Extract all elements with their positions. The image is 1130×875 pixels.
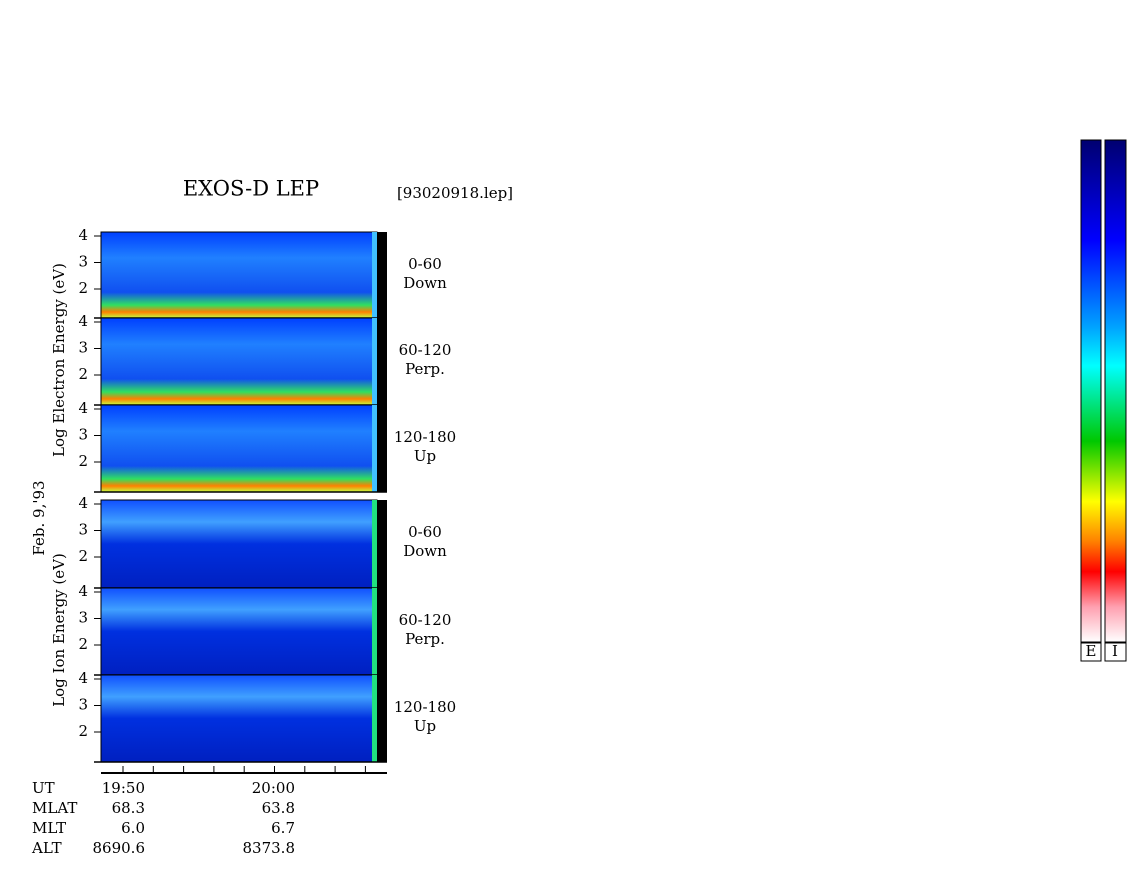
y-tick-label: 2 (78, 279, 88, 297)
data-gap (377, 405, 387, 492)
y-tick-label: 4 (78, 399, 88, 417)
direction: Down (403, 542, 447, 560)
panels: 4320-60Down43260-120Perp.432120-180Up432… (78, 226, 456, 763)
y-tick-label: 2 (78, 722, 88, 740)
orbit-value: 68.3 (112, 799, 145, 817)
y-tick-label: 2 (78, 452, 88, 470)
data-gap (377, 675, 387, 762)
direction: Perp. (405, 360, 445, 378)
y-tick-label: 2 (78, 547, 88, 565)
y-tick-label: 4 (78, 226, 88, 244)
spectrogram-edge (372, 500, 377, 588)
pitch-angle: 120-180 (394, 698, 456, 716)
y-tick-label: 4 (78, 582, 88, 600)
date: Feb. 9,'93 (30, 480, 48, 555)
electron-axis-label: Log Electron Energy (eV) (50, 263, 68, 457)
orbit-label: MLT (32, 819, 66, 837)
time-ticks (122, 766, 366, 773)
y-tick-label: 3 (78, 696, 88, 714)
pitch-angle: 60-120 (399, 611, 452, 629)
pitch-angle: 0-60 (408, 255, 442, 273)
colorbar-label-box (1104, 642, 1127, 662)
orbit-value: 6.0 (121, 819, 145, 837)
y-tick-label: 4 (78, 494, 88, 512)
orbit-value: 20:00 (252, 779, 295, 797)
y-tick-label: 4 (78, 669, 88, 687)
direction: Up (414, 447, 436, 465)
orbit-value: 8373.8 (243, 839, 296, 857)
spectrogram (100, 317, 378, 406)
spectrogram (100, 231, 378, 319)
pitch-angle: 60-120 (399, 341, 452, 359)
orbit-label: MLAT (32, 799, 77, 817)
colorbar (1080, 139, 1102, 643)
spectrogram-edge (372, 318, 377, 405)
spectrogram (100, 499, 378, 589)
colorbar-label-box (1080, 642, 1102, 662)
orbit-value: 19:50 (102, 779, 145, 797)
data-gap (377, 232, 387, 318)
ion-axis-label: Log Ion Energy (eV) (50, 553, 68, 707)
file-name: [93020918.lep] (397, 184, 513, 202)
y-tick-label: 2 (78, 365, 88, 383)
orbit-value: 8690.6 (93, 839, 146, 857)
data-gap (377, 588, 387, 675)
colorbar-label: E (1086, 642, 1097, 660)
orbit-table: UT 19:50 20:00 MLAT 68.3 63.8 MLT 6.0 6.7 ALT 8690… (31, 779, 295, 857)
y-tick-label: 3 (78, 609, 88, 627)
direction: Down (403, 274, 447, 292)
y-tick-label: 3 (78, 253, 88, 271)
pitch-angle: 0-60 (408, 523, 442, 541)
spectrogram (100, 674, 378, 763)
spectrogram-edge (372, 675, 377, 762)
data-gap (377, 318, 387, 405)
colorbar-label: I (1112, 642, 1118, 660)
orbit-value: 6.7 (271, 819, 295, 837)
data-gap (377, 500, 387, 588)
y-tick-label: 3 (78, 339, 88, 357)
y-tick-label: 4 (78, 312, 88, 330)
spectrogram-edge (372, 232, 377, 318)
orbit-label: ALT (31, 839, 62, 857)
y-tick-label: 3 (78, 426, 88, 444)
pitch-angle: 120-180 (394, 428, 456, 446)
orbit-value: 63.8 (262, 799, 295, 817)
spectrogram (100, 587, 378, 676)
colorbar (1104, 139, 1127, 643)
title: EXOS-D LEP (183, 177, 319, 201)
spectrogram-edge (372, 405, 377, 492)
direction: Perp. (405, 630, 445, 648)
direction: Up (414, 717, 436, 735)
y-tick-label: 3 (78, 521, 88, 539)
spectrogram-edge (372, 588, 377, 675)
spectrogram (100, 404, 378, 493)
orbit-label: UT (32, 779, 55, 797)
y-tick-label: 2 (78, 635, 88, 653)
